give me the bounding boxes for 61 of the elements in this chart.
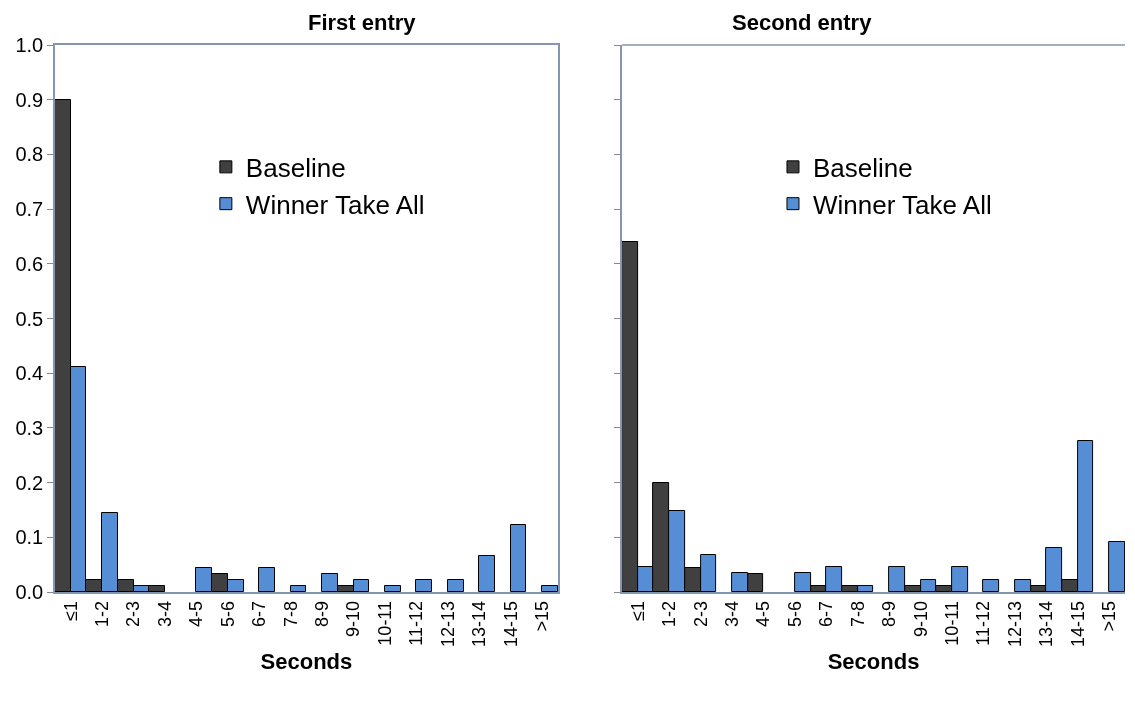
x-tick-label: 3-4 (154, 600, 175, 627)
bar (1108, 541, 1125, 592)
x-tick-label: 8-9 (879, 600, 900, 627)
x-tick-label: 14-15 (500, 600, 521, 647)
bar (510, 524, 526, 592)
y-tick-label: 0.2 (15, 471, 44, 494)
y-tick-label: 0.9 (15, 88, 44, 111)
x-tick-label: 9-10 (343, 600, 364, 637)
x-tick-label: 1-2 (659, 600, 680, 627)
y-tick-label: 0.1 (15, 526, 44, 549)
bar (447, 579, 464, 592)
legend-label: Baseline (812, 153, 913, 183)
x-tick-label: 3-4 (721, 600, 742, 627)
y-tick-label: 0.3 (15, 416, 44, 439)
x-tick-label: 1-2 (92, 600, 112, 627)
x-tick-label: 10-11 (374, 600, 395, 646)
x-tick-label: ≤1 (627, 600, 648, 621)
x-tick-label: 12-13 (1004, 600, 1025, 647)
legend-label: Baseline (245, 153, 346, 183)
bar (415, 579, 432, 592)
bar (290, 585, 306, 592)
x-tick-label: 11-12 (406, 600, 427, 646)
bar (258, 567, 275, 592)
x-tick-label: >15 (532, 600, 553, 632)
bar (541, 585, 558, 592)
legend-label: Winner Take All (812, 189, 992, 220)
y-tick-label: 0.0 (15, 581, 44, 603)
x-tick-label: 2-3 (123, 600, 144, 627)
x-tick-label: 7-8 (847, 600, 868, 627)
y-tick-label: 1.0 (15, 34, 44, 56)
x-tick-label: 8-9 (312, 600, 333, 627)
x-tick-label: 4-5 (753, 600, 774, 627)
x-tick-label: 4-5 (186, 600, 207, 627)
bar (478, 555, 495, 592)
bar (384, 585, 401, 592)
x-tick-label: 6-7 (249, 600, 270, 627)
x-tick-label: 6-7 (816, 600, 837, 627)
legend-label: Winner Take All (245, 189, 425, 220)
x-tick-label: ≤1 (60, 600, 81, 621)
x-tick-label: 5-6 (784, 600, 805, 627)
bar (982, 579, 1000, 592)
x-tick-label: 2-3 (690, 600, 711, 627)
x-tick-label: 11-12 (973, 600, 994, 646)
x-tick-label: 13-14 (1036, 600, 1057, 647)
y-tick-label: 0.8 (15, 143, 44, 166)
chart-title: First entry (308, 10, 417, 35)
x-tick-label: 13-14 (469, 600, 490, 647)
y-tick-label: 0.4 (15, 362, 44, 385)
x-axis-title: Seconds (260, 649, 353, 675)
x-tick-label: 7-8 (280, 600, 301, 627)
x-tick-label: 5-6 (217, 600, 238, 627)
y-tick-label: 0.5 (15, 307, 44, 330)
x-tick-label: >15 (1099, 600, 1120, 632)
x-tick-label: 14-15 (1067, 600, 1088, 647)
x-tick-label: 10-11 (941, 600, 962, 646)
y-tick-label: 0.6 (15, 252, 44, 275)
chart-title: Second entry (732, 10, 873, 35)
x-axis-title: Seconds (827, 649, 920, 675)
x-tick-label: 12-13 (437, 600, 458, 647)
y-tick-label: 0.7 (15, 198, 44, 221)
x-tick-label: 9-10 (910, 600, 931, 637)
